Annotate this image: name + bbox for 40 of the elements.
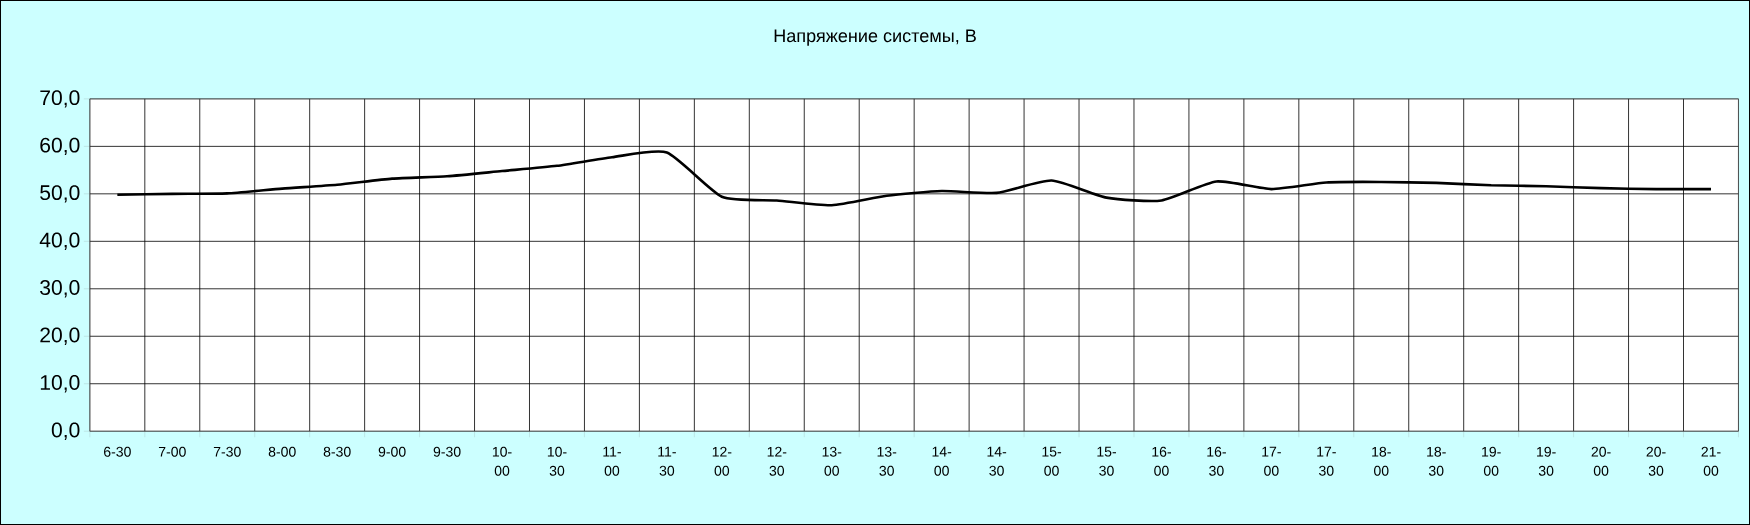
x-tick-label: 8-00 <box>268 446 296 457</box>
x-tick-label: 20-00 <box>1591 446 1611 476</box>
x-tick-label: 9-00 <box>378 446 406 457</box>
x-tick-label: 8-30 <box>323 446 351 457</box>
x-tick-label: 10-30 <box>547 446 567 476</box>
x-tick-label: 15-30 <box>1097 446 1117 476</box>
chart-title: Напряжение системы, В <box>774 29 976 46</box>
x-tick-label: 16-00 <box>1152 446 1171 476</box>
x-tick-label: 21-00 <box>1701 446 1721 476</box>
y-tick-label: 60,0 <box>40 137 80 156</box>
y-tick-label: 10,0 <box>40 374 80 393</box>
x-tick-label: 11-00 <box>603 446 621 476</box>
x-tick-label: 14-30 <box>987 446 1007 476</box>
x-tick-label: 9-30 <box>433 446 461 457</box>
x-tick-label: 7-30 <box>213 446 241 457</box>
x-tick-label: 18-00 <box>1372 446 1391 476</box>
x-tick-label: 19-00 <box>1482 446 1501 476</box>
x-tick-label: 13-30 <box>877 446 897 476</box>
x-tick-label: 10-00 <box>492 446 512 476</box>
y-tick-label: 0,0 <box>51 422 80 440</box>
x-tick-label: 17-30 <box>1317 446 1336 476</box>
x-tick-label: 18-30 <box>1427 446 1446 476</box>
line-series <box>116 150 1713 207</box>
x-tick-label: 17-00 <box>1262 446 1281 476</box>
y-tick-label: 30,0 <box>40 280 80 298</box>
x-tick-label: 20-30 <box>1646 446 1666 476</box>
x-tick-label: 13-00 <box>822 446 842 476</box>
x-tick-label: 12-00 <box>712 446 732 476</box>
y-tick-label: 70,0 <box>40 90 80 108</box>
x-tick-label: 12-30 <box>767 446 787 476</box>
y-tick-label: 50,0 <box>40 185 80 203</box>
x-tick-label: 15-00 <box>1042 446 1062 476</box>
y-tick-label: 40,0 <box>39 232 80 250</box>
x-tick-label: 14-00 <box>932 446 952 476</box>
y-tick-label: 20,0 <box>40 327 80 345</box>
x-tick-label: 11-30 <box>658 446 676 476</box>
x-tick-label: 7-00 <box>158 446 186 457</box>
x-tick-label: 6-30 <box>104 446 131 457</box>
x-tick-label: 19-30 <box>1537 446 1556 476</box>
x-tick-label: 16-30 <box>1207 446 1226 476</box>
